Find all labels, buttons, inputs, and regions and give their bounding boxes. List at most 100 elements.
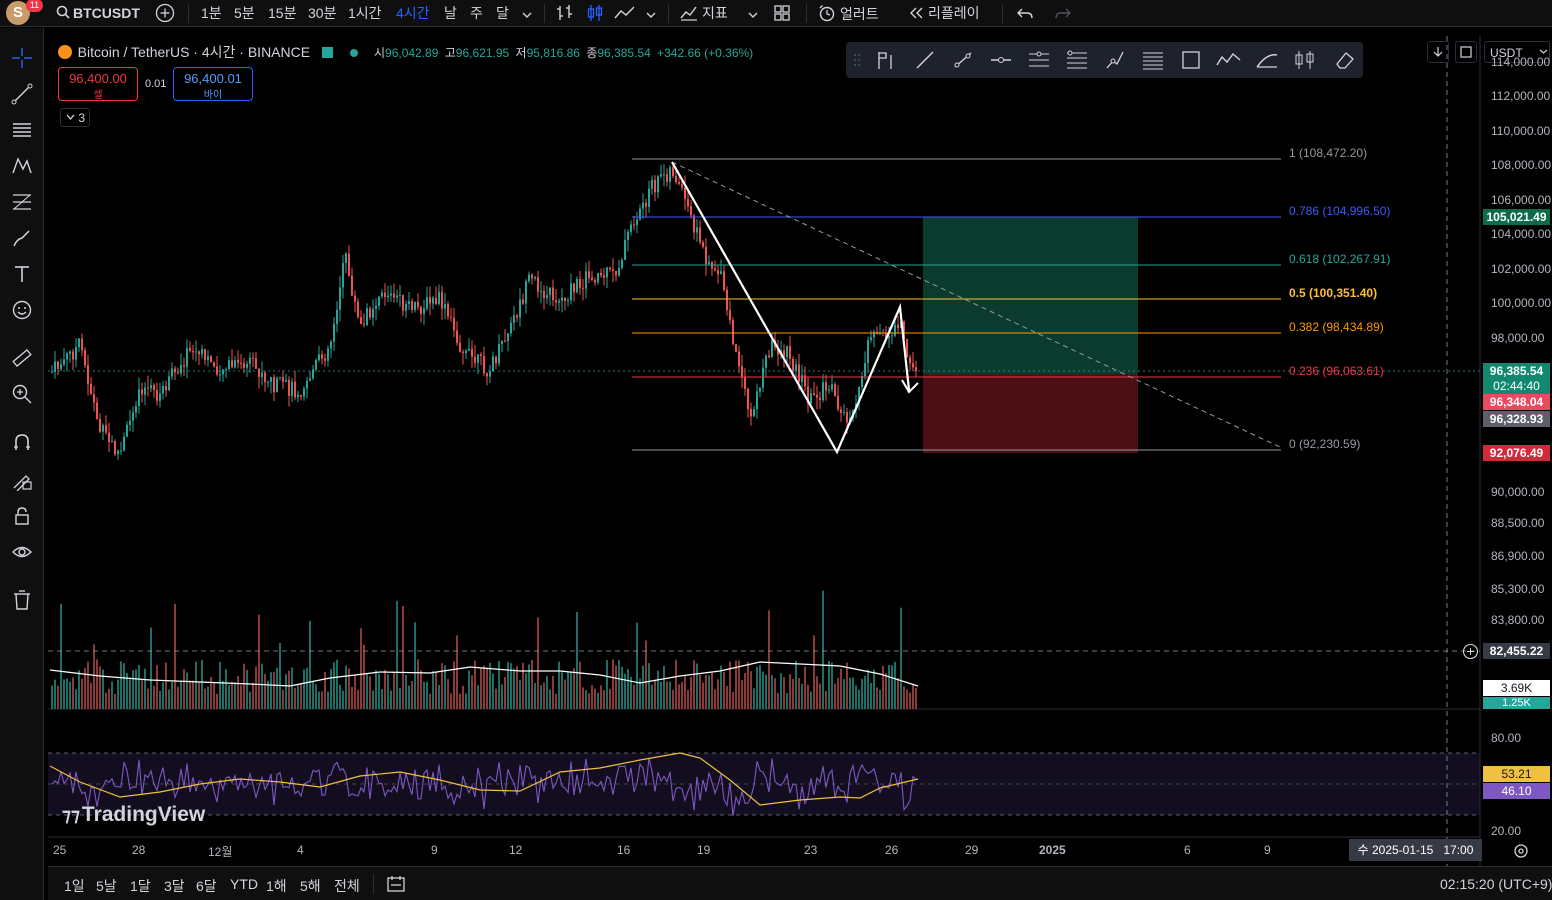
timeframe-4[interactable]: 1시간: [348, 5, 382, 21]
fullscreen-icon[interactable]: [1455, 41, 1477, 63]
candle-body: [339, 287, 341, 310]
candle-body: [273, 377, 275, 393]
horizontal-lines-icon[interactable]: [7, 116, 37, 144]
volume-bar: [330, 669, 332, 709]
range-button-2[interactable]: 1달: [130, 878, 151, 894]
date-range-calendar-icon[interactable]: [386, 875, 406, 896]
volume-bar: [60, 603, 62, 709]
sell-button[interactable]: 96,400.00 셀: [58, 67, 138, 101]
fib-retracement-icon[interactable]: [1064, 49, 1090, 71]
candle-body: [57, 361, 59, 370]
add-symbol-icon[interactable]: [155, 3, 175, 26]
timeframe-dropdown-icon[interactable]: [522, 8, 532, 23]
indicators-button[interactable]: 지표: [680, 4, 728, 23]
range-button-4[interactable]: 6달: [196, 878, 217, 894]
candle-body: [546, 294, 548, 299]
indicators-collapse-button[interactable]: 3: [60, 108, 90, 127]
volume-bar: [744, 672, 746, 709]
pitchfork-icon[interactable]: [1140, 49, 1166, 71]
chart-type-dropdown-icon[interactable]: [646, 8, 656, 23]
volume-bar: [225, 669, 227, 709]
candle-body: [387, 295, 389, 298]
redo-icon[interactable]: [1054, 4, 1072, 25]
timeframe-1[interactable]: 5분: [234, 5, 255, 21]
eye-icon[interactable]: [7, 538, 37, 566]
symbol-title[interactable]: Bitcoin / TetherUS · 4시간 · BINANCE: [77, 44, 311, 60]
draw-trend-line-icon[interactable]: [912, 49, 938, 71]
currency-selector[interactable]: USDT: [1484, 41, 1550, 63]
volume-bar: [549, 689, 551, 709]
indicators-dropdown-icon[interactable]: [748, 8, 758, 23]
horizontal-ray-icon[interactable]: [988, 49, 1014, 71]
magnet-icon[interactable]: [7, 428, 37, 456]
bottom-toolbar: 1일 5날 1달 3달 6달 YTD 1해 5해 전체 02:15:20 (UTC+9): [48, 866, 1552, 900]
candle-chart-type-icon[interactable]: [586, 3, 604, 26]
price-marker-icon[interactable]: [872, 49, 898, 71]
candle-body: [66, 353, 68, 360]
fib-tool-icon[interactable]: [7, 188, 37, 216]
volume-bar: [57, 685, 59, 709]
add-alert-icon[interactable]: [1462, 643, 1479, 663]
volume-bar: [447, 679, 449, 709]
drag-handle-icon[interactable]: [850, 49, 864, 71]
candle-body: [837, 395, 839, 410]
timeframe-5[interactable]: 4시간: [396, 5, 430, 21]
candle-body: [255, 358, 257, 369]
range-button-0[interactable]: 1일: [64, 878, 85, 894]
scroll-to-latest-icon[interactable]: [1427, 41, 1449, 63]
parallel-channel-icon[interactable]: [1026, 49, 1052, 71]
emoji-icon[interactable]: [7, 296, 37, 324]
wave-pattern-icon[interactable]: [1216, 49, 1242, 71]
undo-icon[interactable]: [1016, 4, 1034, 25]
clock-timezone[interactable]: 02:15:20 (UTC+9): [1440, 876, 1552, 892]
timeframe-6[interactable]: 날: [444, 5, 457, 21]
text-tool-icon[interactable]: [7, 260, 37, 288]
volume-bar: [768, 610, 770, 709]
trend-line-icon[interactable]: [7, 80, 37, 108]
range-button-5[interactable]: YTD: [230, 876, 258, 892]
timeframe-7[interactable]: 주: [470, 5, 483, 21]
crosshair-time-tag: 수 2025-01-15 17:00: [1349, 839, 1482, 861]
symbol-search[interactable]: BTCUSDT: [56, 4, 140, 23]
candle-settings-icon[interactable]: [1292, 49, 1318, 71]
brush-icon[interactable]: [7, 224, 37, 252]
ruler-icon[interactable]: [7, 344, 37, 372]
timeframe-2[interactable]: 15분: [268, 5, 297, 21]
range-button-6[interactable]: 1해: [266, 878, 287, 894]
eraser-icon[interactable]: [1332, 49, 1358, 71]
candle-body: [378, 296, 380, 306]
pattern-tool-icon[interactable]: [7, 152, 37, 180]
candle-body: [702, 242, 704, 247]
range-button-8[interactable]: 전체: [334, 878, 360, 894]
layout-grid-icon[interactable]: [773, 4, 791, 25]
zoom-in-icon[interactable]: [7, 380, 37, 408]
timeframe-0[interactable]: 1분: [201, 5, 222, 21]
chart-settings-icon[interactable]: [1512, 842, 1530, 863]
range-button-3[interactable]: 3달: [164, 878, 185, 894]
volume-bar: [54, 679, 56, 709]
candle-body: [69, 351, 71, 354]
volume-bar: [126, 672, 128, 709]
volume-bar: [63, 679, 65, 709]
lock-icon[interactable]: [7, 502, 37, 530]
alerts-button[interactable]: 얼러트: [818, 4, 879, 23]
trash-icon[interactable]: [7, 586, 37, 614]
volume-bar: [519, 679, 521, 709]
ray-icon[interactable]: [950, 49, 976, 71]
curve-tool-icon[interactable]: [1254, 49, 1280, 71]
volume-bar: [783, 677, 785, 709]
bar-chart-type-icon[interactable]: [556, 3, 574, 26]
path-tool-icon[interactable]: [1102, 49, 1128, 71]
timeframe-8[interactable]: 달: [496, 5, 509, 21]
crosshair-icon[interactable]: [7, 44, 37, 72]
search-icon: [56, 5, 70, 24]
timeframe-3[interactable]: 30분: [308, 5, 337, 21]
range-button-7[interactable]: 5해: [300, 878, 321, 894]
rectangle-icon[interactable]: [1178, 49, 1204, 71]
buy-button[interactable]: 96,400.01 바이: [173, 67, 253, 101]
replay-button[interactable]: 리플레이: [908, 4, 980, 23]
range-button-1[interactable]: 5날: [96, 878, 117, 894]
line-chart-type-icon[interactable]: [614, 3, 636, 26]
lock-drawing-icon[interactable]: [7, 466, 37, 494]
